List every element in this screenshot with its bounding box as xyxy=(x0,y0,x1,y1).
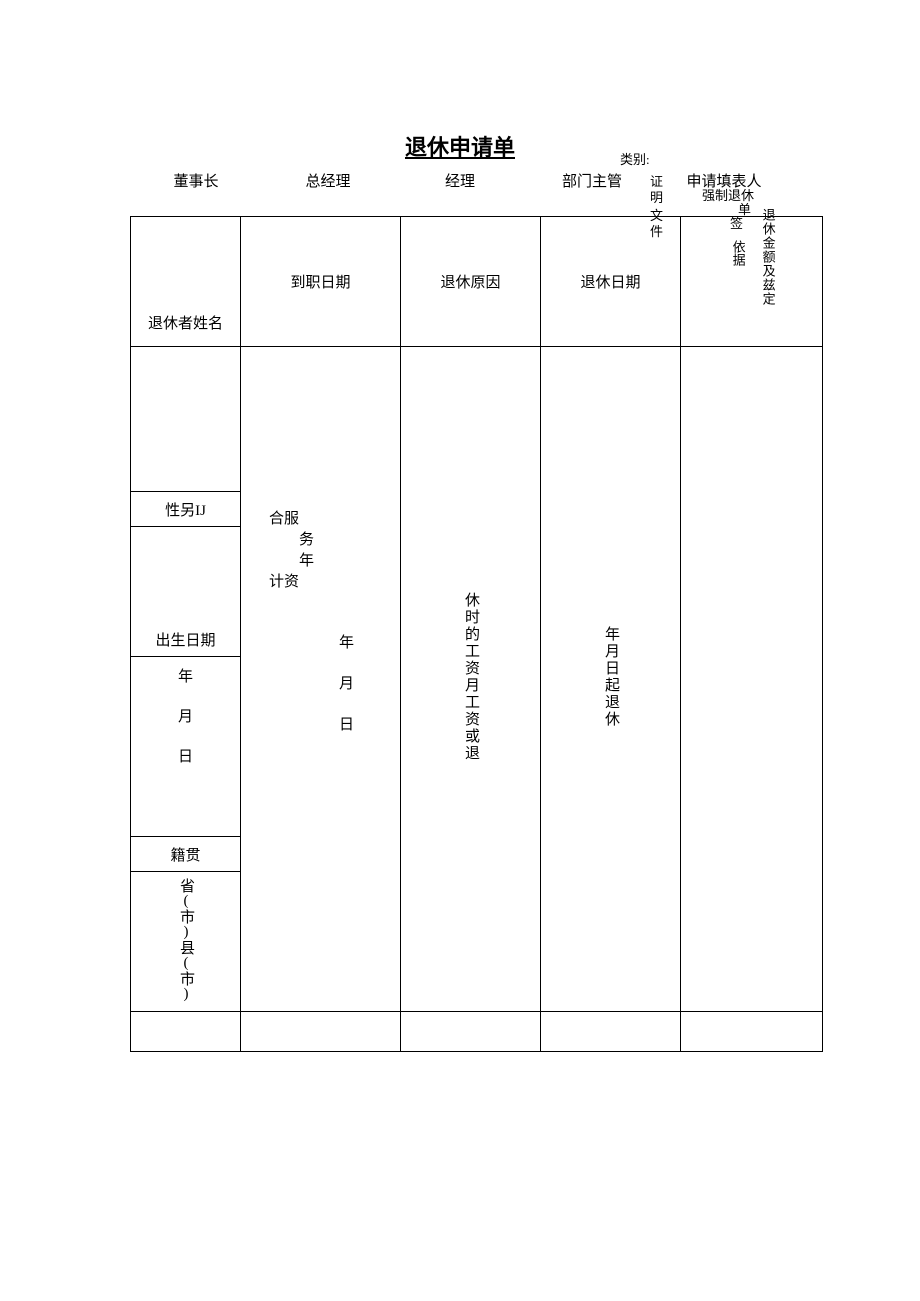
label-birth-date: 出生日期 xyxy=(131,527,241,657)
approver-row: 董事长 总经理 经理 部门主管 申请填表人 xyxy=(130,170,790,191)
birth-day: 日 xyxy=(135,745,236,769)
form-title: 退休申请单 xyxy=(130,130,790,162)
retirement-form-table: 退休者姓名 到职日期 退休原因 退休日期 合服 务 年 计资 年 月 日 休时的… xyxy=(130,216,823,1052)
overlay-ming: 明 xyxy=(650,190,663,206)
bottom-cell-1[interactable] xyxy=(131,1012,241,1052)
birth-ymd: 年 月 日 xyxy=(135,665,236,769)
service-years-block: 合服 务 年 计资 年 月 日 xyxy=(245,507,396,734)
bottom-cell-4[interactable] xyxy=(541,1012,681,1052)
col2-day: 日 xyxy=(269,713,396,734)
cell-right-blank[interactable] xyxy=(681,347,823,1012)
col2-month: 月 xyxy=(269,672,396,693)
approver-gm: 总经理 xyxy=(262,170,394,191)
overlay-jian: 件 xyxy=(650,224,663,240)
bottom-cell-5[interactable] xyxy=(681,1012,823,1052)
approver-manager: 经理 xyxy=(394,170,526,191)
col2-line4: 计资 xyxy=(269,570,396,591)
overlay-cert: 证 xyxy=(650,174,663,190)
retire-from-text: 年月日起退休 xyxy=(600,626,621,728)
overlay-wen: 文 xyxy=(650,208,663,224)
col2-year: 年 xyxy=(269,631,396,652)
header-retiree-name: 退休者姓名 xyxy=(135,312,236,336)
bottom-cell-2[interactable] xyxy=(241,1012,401,1052)
overlay-yiju: 依据 xyxy=(730,240,746,266)
label-gender: 性另IJ xyxy=(131,492,241,527)
label-province-county: 省(市)县(市) xyxy=(175,878,196,1002)
approver-chairman: 董事长 xyxy=(130,170,262,191)
cell-name-value[interactable] xyxy=(131,347,241,492)
header-hire-date: 到职日期 xyxy=(241,217,401,347)
birth-year: 年 xyxy=(135,665,236,689)
label-native-place: 籍贯 xyxy=(131,837,241,872)
col2-line3: 年 xyxy=(269,549,396,570)
col2-line1: 合服 xyxy=(269,507,396,528)
col2-line2: 务 xyxy=(269,528,396,549)
header-retire-reason: 退休原因 xyxy=(401,217,541,347)
approver-dept-head: 部门主管 xyxy=(526,170,658,191)
bottom-cell-3[interactable] xyxy=(401,1012,541,1052)
salary-text: 休时的工资月工资或退 xyxy=(460,592,481,762)
overlay-qian: 签 xyxy=(730,216,743,232)
overlay-pension: 退休金额及兹定 xyxy=(760,208,776,306)
category-label: 类别: xyxy=(620,152,650,168)
birth-month: 月 xyxy=(135,705,236,729)
header-blank xyxy=(681,217,823,347)
